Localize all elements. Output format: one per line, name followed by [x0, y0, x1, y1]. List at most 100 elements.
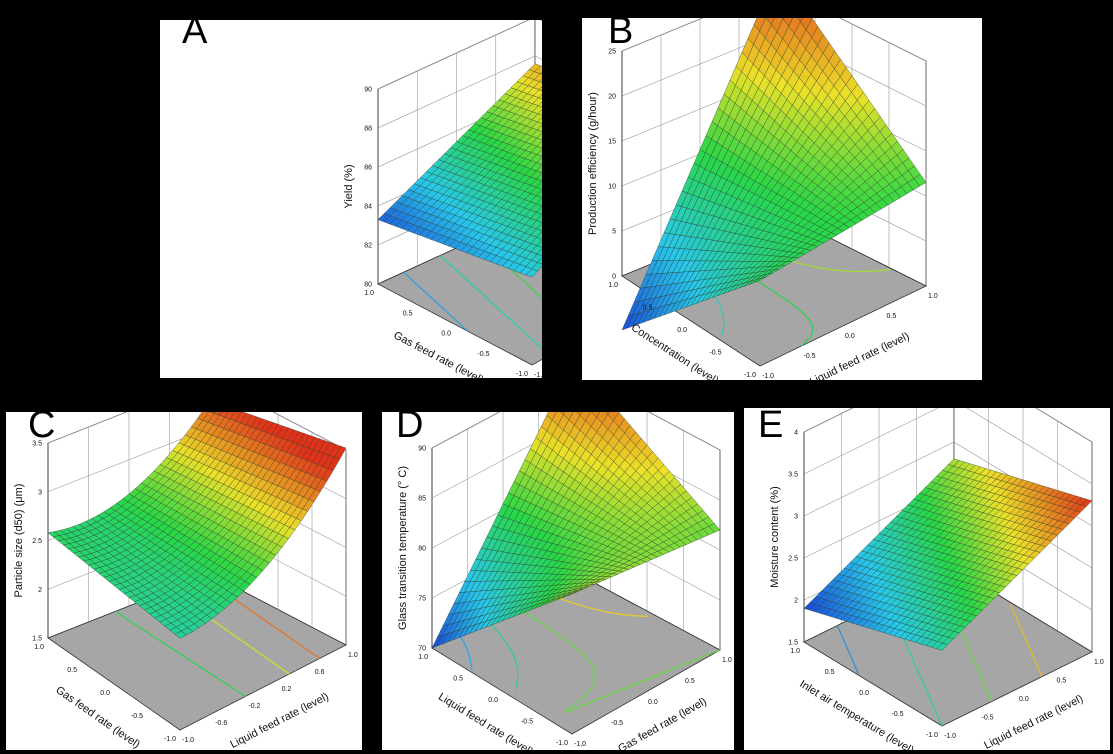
panel-letter-c: C — [28, 412, 56, 446]
wall-gridline — [377, 55, 542, 129]
z-tick-label: 70 — [418, 646, 426, 653]
y-tick-label: 1.0 — [608, 282, 618, 289]
wall-gridline — [621, 18, 927, 62]
y-tick-label: 0.5 — [67, 667, 77, 674]
z-tick-label: 2.5 — [788, 556, 798, 563]
x-axis-title: Liquid feed rate (level) — [808, 330, 911, 380]
z-axis-title: Particle size (d50) (μm) — [13, 484, 25, 598]
y-tick-label: -1.0 — [164, 736, 176, 743]
response-surface — [803, 458, 1093, 651]
contour-line — [836, 625, 859, 674]
y-tick-label: 1.0 — [790, 648, 800, 655]
z-tick-label: 90 — [418, 446, 426, 453]
x-tick-label: -0.2 — [248, 703, 260, 710]
z-tick-label: 3 — [38, 489, 42, 496]
y-tick-label: 0.5 — [643, 305, 653, 312]
response-surface — [377, 63, 542, 278]
plot-group: 1.5 2 2.5 3 3.5 -1.0 -0.6 -0.2 0.2 0.6 1.0 -1.0 -0.5… — [13, 412, 358, 750]
z-tick-label: 75 — [418, 596, 426, 603]
z-tick-label: 88 — [364, 126, 372, 133]
x-tick-label: 0.5 — [887, 313, 897, 320]
z-tick-label: 2 — [38, 587, 42, 594]
z-tick-label: 3.5 — [32, 441, 42, 448]
y-tick-label: 0.5 — [825, 669, 835, 676]
x-tick-label: -0.5 — [611, 720, 623, 727]
z-tick-label: 25 — [608, 49, 616, 56]
x-tick-label: 0.5 — [685, 678, 695, 685]
x-tick-label: -0.5 — [804, 353, 816, 360]
y-tick-label: 0.5 — [453, 676, 463, 683]
z-tick-label: 2 — [794, 598, 798, 605]
x-axis-title: Gas feed rate (level) — [616, 696, 709, 750]
surface-chart-b: 0 5 10 15 20 25 -1.0 -0.5 0.0 0.5 1.0 -1.0 -0.5 0.0 0.… — [587, 18, 938, 380]
panel-letter-e: E — [758, 408, 784, 446]
y-tick-label: -0.5 — [891, 711, 903, 718]
x-tick-label: 1.0 — [722, 657, 732, 664]
plot-group: 0 5 10 15 20 25 -1.0 -0.5 0.0 0.5 1.0 -1.0 -0.5 0.0 0.… — [587, 18, 938, 380]
x-tick-label: -1.0 — [762, 373, 774, 380]
z-tick-label: 86 — [364, 165, 372, 172]
y-tick-label: 0.5 — [403, 310, 413, 317]
z-tick-label: 82 — [364, 243, 372, 250]
y-tick-label: -0.5 — [709, 350, 721, 357]
surface-chart-e: 1.5 2 2.5 3 3.5 4 -1.0 -0.5 0.0 0.5 1.0 -1.0 -0.5 0.0… — [769, 408, 1104, 750]
contour-line — [458, 633, 473, 671]
x-tick-label: 0.2 — [282, 686, 292, 693]
response-surface — [431, 412, 721, 649]
z-axis-title: Yield (%) — [343, 164, 355, 208]
z-tick-label: 4 — [794, 430, 798, 437]
panel-letter-a: A — [182, 20, 208, 52]
x-tick-label: -1.0 — [182, 737, 194, 744]
y-tick-label: 0.0 — [488, 697, 498, 704]
z-tick-label: 1.5 — [788, 640, 798, 647]
y-tick-label: 0.0 — [100, 690, 110, 697]
x-tick-label: -1.0 — [944, 733, 956, 740]
wall-gridline — [803, 408, 1093, 485]
x-tick-label: 0.0 — [648, 699, 658, 706]
z-tick-label: 0 — [612, 274, 616, 281]
panel-b: 0 5 10 15 20 25 -1.0 -0.5 0.0 0.5 1.0 -1.0 -0.5 0.0 0.… — [582, 18, 982, 380]
contour-line — [115, 610, 247, 697]
plot-group: 1.5 2 2.5 3 3.5 4 -1.0 -0.5 0.0 0.5 1.0 -1.0 -0.5 0.0… — [769, 408, 1104, 750]
wall-gridline — [377, 20, 542, 90]
x-tick-label: 0.0 — [1019, 696, 1029, 703]
z-tick-label: 2.5 — [32, 538, 42, 545]
surface-facet — [566, 591, 578, 597]
panel-c: 1.5 2 2.5 3 3.5 -1.0 -0.6 -0.2 0.2 0.6 1.0 -1.0 -0.5… — [6, 412, 362, 750]
panel-e: 1.5 2 2.5 3 3.5 4 -1.0 -0.5 0.0 0.5 1.0 -1.0 -0.5 0.0… — [744, 408, 1110, 750]
panel-d: 70 75 80 85 90 -1.0 -0.5 0.0 0.5 1.0 -1.0 -0.5 0.0 0.… — [382, 412, 734, 750]
x-tick-label: 0.6 — [315, 669, 325, 676]
contour-line — [439, 255, 542, 350]
surface-facet — [525, 268, 538, 278]
surface-facet — [936, 642, 949, 651]
wall-gridline — [47, 412, 347, 451]
z-tick-label: 85 — [418, 496, 426, 503]
y-tick-label: 0.0 — [677, 327, 687, 334]
z-tick-label: 5 — [612, 229, 616, 236]
surface-facet — [754, 276, 767, 283]
z-tick-label: 80 — [418, 546, 426, 553]
wall-gridline — [431, 412, 721, 451]
surface-facet — [174, 630, 187, 639]
z-tick-label: 3.5 — [788, 472, 798, 479]
z-tick-label: 20 — [608, 94, 616, 101]
surface-chart-d: 70 75 80 85 90 -1.0 -0.5 0.0 0.5 1.0 -1.0 -0.5 0.0 0.… — [397, 412, 732, 750]
x-tick-label: 0.0 — [845, 333, 855, 340]
x-tick-label: -0.5 — [982, 715, 994, 722]
x-tick-label: 1.0 — [928, 293, 938, 300]
y-tick-label: -1.0 — [556, 740, 568, 747]
z-tick-label: 80 — [364, 282, 372, 289]
x-tick-label: -0.6 — [215, 720, 227, 727]
plot-group: 70 75 80 85 90 -1.0 -0.5 0.0 0.5 1.0 -1.0 -0.5 0.0 0.… — [397, 412, 732, 750]
y-tick-label: 1.0 — [418, 654, 428, 661]
z-tick-label: 1.5 — [32, 636, 42, 643]
y-tick-label: -0.5 — [477, 351, 489, 358]
z-axis-title: Glass transition temperature (° C) — [397, 466, 409, 630]
y-tick-label: -1.0 — [516, 371, 528, 378]
panel-letter-b: B — [608, 18, 634, 52]
wall-gridline — [803, 408, 1093, 443]
y-tick-label: -0.5 — [131, 713, 143, 720]
contour-line — [512, 604, 721, 714]
surface-chart-a: 808284868890-1.0-0.50.00.51.0-1.0-0.50.0… — [343, 20, 542, 378]
z-tick-label: 84 — [364, 204, 372, 211]
